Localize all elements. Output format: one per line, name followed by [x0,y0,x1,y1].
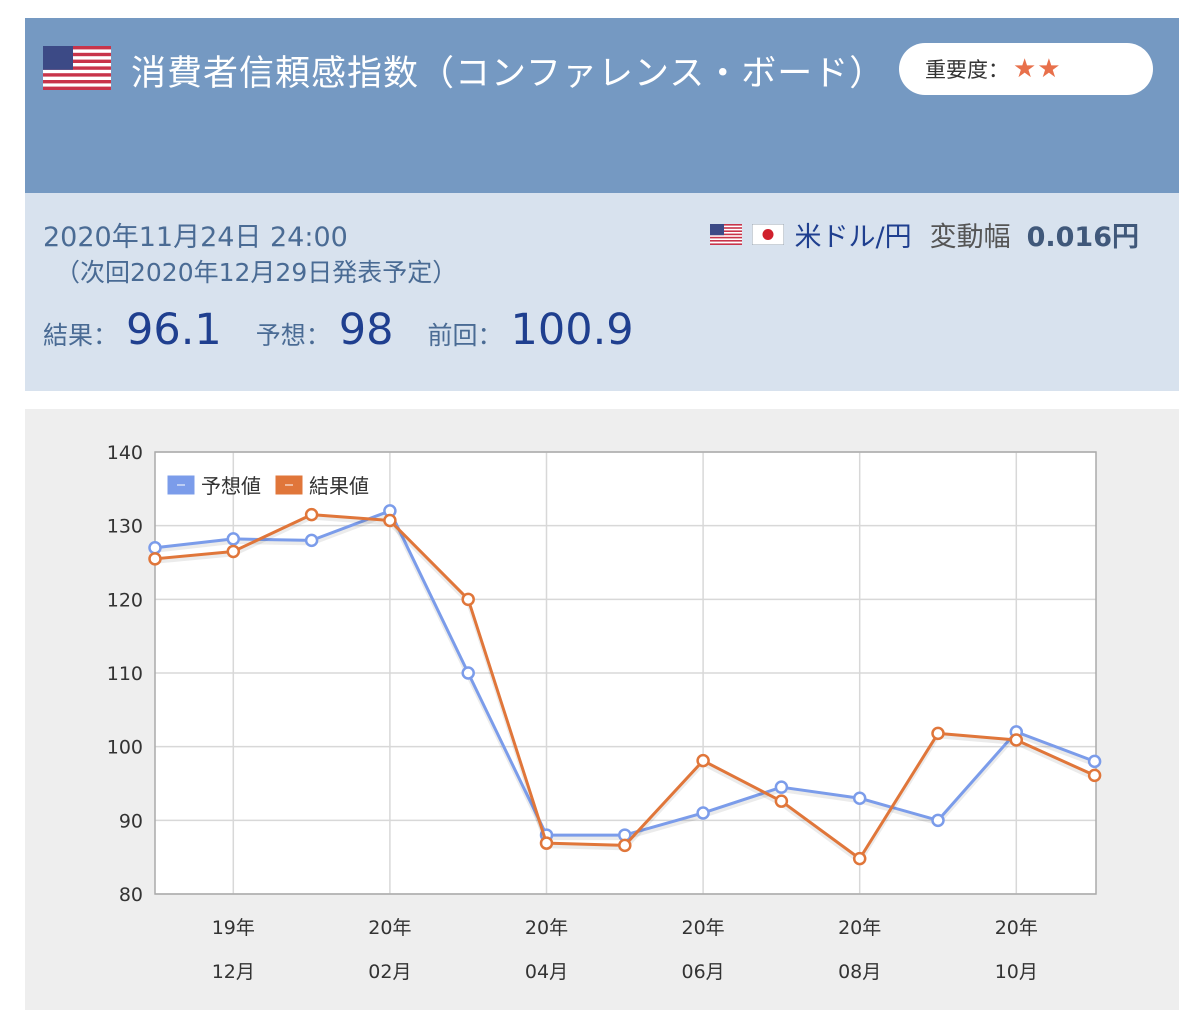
us-flag-icon [43,46,111,90]
data-point[interactable] [774,794,789,808]
y-tick-label: 120 [107,589,143,611]
currency-pair-link[interactable]: 米ドル/円 [794,222,912,253]
data-point[interactable] [931,726,945,741]
data-point[interactable] [852,791,867,805]
result-value: 96.1 [126,305,222,355]
forecast-label: 予想： [255,321,331,350]
x-tick-label-month: 04月 [525,961,568,983]
data-point[interactable] [852,851,867,866]
legend-label: 結果値 [309,474,369,498]
data-point[interactable] [461,666,475,680]
data-point[interactable] [539,836,554,850]
data-point[interactable] [383,513,397,528]
us-flag-icon [710,224,743,245]
y-tick-label: 140 [107,442,143,464]
release-datetime: 2020年11月24日 24:00 [43,222,348,253]
history-chart: 80 90 100 110 120 130 140 19年 12月 20年 02月 20年 04月 20… [25,409,1179,1010]
data-point[interactable] [304,507,319,522]
next-release: （次回2020年12月29日発表予定） [55,258,458,287]
x-tick-label-month: 12月 [212,961,255,983]
x-tick-label-month: 02月 [368,961,411,983]
y-tick-label: 90 [119,810,143,832]
x-tick-label-year: 20年 [995,917,1038,939]
release-info-panel: 2020年11月24日 24:00 （次回2020年12月29日発表予定） 米ド… [25,193,1179,391]
importance-stars: ★★ [1013,54,1062,84]
data-point[interactable] [304,533,319,548]
y-tick-label: 100 [107,737,143,759]
data-point[interactable] [774,780,789,794]
forecast-value: 98 [338,305,394,355]
data-point[interactable] [148,541,162,555]
data-point[interactable] [226,544,241,559]
x-tick-label-year: 19年 [212,917,255,939]
x-tick-label-year: 20年 [368,917,411,939]
plot-frame [154,451,1097,895]
result-values: 結果： 96.1 予想： 98 前回： 100.9 [43,305,668,355]
previous-label: 前回： [427,321,503,350]
data-point[interactable] [696,753,710,768]
x-tick-label-month: 10月 [995,961,1038,983]
data-point[interactable] [148,552,162,566]
data-point[interactable] [696,806,710,820]
japan-flag-icon [752,224,785,245]
legend-label: 予想値 [201,474,261,498]
x-tick-label-year: 20年 [682,917,725,939]
indicator-title: 消費者信頼感指数（コンファレンス・ボード） [131,54,886,94]
data-point[interactable] [931,813,945,828]
data-point[interactable] [1009,733,1024,747]
data-point[interactable] [1087,768,1102,783]
x-tick-label-month: 08月 [838,961,881,983]
y-tick-label: 130 [107,516,143,538]
fx-volatility: 米ドル/円 変動幅 0.016円 [710,215,1139,254]
previous-value: 100.9 [510,305,634,355]
indicator-header: 消費者信頼感指数（コンファレンス・ボード） 重要度： ★★ [25,18,1179,193]
data-point[interactable] [461,592,475,607]
y-tick-label: 110 [107,663,143,685]
importance-badge: 重要度： ★★ [899,43,1153,95]
x-tick-label-month: 06月 [682,961,725,983]
data-point[interactable] [1087,754,1102,769]
volatility-label: 変動幅 [929,222,1011,253]
importance-label: 重要度： [925,58,1009,82]
x-tick-label-year: 20年 [838,917,881,939]
data-point[interactable] [226,532,241,546]
y-tick-label: 80 [119,884,143,906]
x-tick-label-year: 20年 [525,917,568,939]
data-point[interactable] [618,838,632,853]
line-chart: 80 90 100 110 120 130 140 19年 12月 20年 02月 20年 04月 20… [107,442,1102,983]
result-label: 結果： [43,321,119,350]
volatility-value: 0.016円 [1026,222,1139,253]
